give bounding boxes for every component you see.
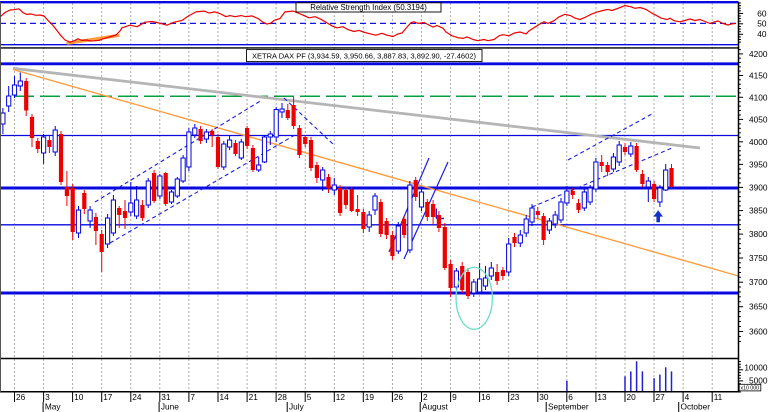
svg-text:23: 23 xyxy=(510,392,520,402)
svg-text:May: May xyxy=(45,402,62,412)
svg-text:40: 40 xyxy=(757,29,767,39)
svg-text:3750: 3750 xyxy=(749,253,768,263)
svg-text:14: 14 xyxy=(220,392,230,402)
svg-text:11: 11 xyxy=(714,392,723,402)
svg-text:4150: 4150 xyxy=(749,71,768,81)
svg-text:3850: 3850 xyxy=(749,206,768,216)
svg-text:August: August xyxy=(422,402,449,412)
svg-text:4100: 4100 xyxy=(749,92,768,102)
svg-text:13: 13 xyxy=(597,392,607,402)
svg-text:June: June xyxy=(161,402,179,412)
svg-text:4000: 4000 xyxy=(749,137,768,147)
svg-text:24: 24 xyxy=(132,392,142,402)
svg-text:10000: 10000 xyxy=(744,363,767,373)
svg-text:3900: 3900 xyxy=(749,182,768,192)
svg-text:x10 000: x10 000 xyxy=(741,386,760,392)
svg-text:Relative Strength Index (50.31: Relative Strength Index (50.3194) xyxy=(310,3,427,12)
svg-text:4200: 4200 xyxy=(749,49,768,59)
svg-text:17: 17 xyxy=(103,392,113,402)
svg-text:3950: 3950 xyxy=(749,159,768,169)
svg-text:3700: 3700 xyxy=(749,277,768,287)
svg-text:July: July xyxy=(289,402,305,412)
svg-text:5: 5 xyxy=(307,392,312,402)
svg-text:6: 6 xyxy=(568,392,573,402)
svg-text:19: 19 xyxy=(365,392,375,402)
svg-text:October: October xyxy=(681,402,711,412)
svg-text:4: 4 xyxy=(685,392,690,402)
svg-text:3800: 3800 xyxy=(749,229,768,239)
svg-text:12: 12 xyxy=(336,392,346,402)
svg-text:20: 20 xyxy=(627,392,637,402)
svg-text:50: 50 xyxy=(757,18,767,28)
svg-text:4050: 4050 xyxy=(749,114,768,124)
svg-text:31: 31 xyxy=(161,392,171,402)
svg-text:21: 21 xyxy=(249,392,259,402)
svg-text:27: 27 xyxy=(656,392,666,402)
svg-text:September: September xyxy=(548,402,589,412)
svg-text:30: 30 xyxy=(539,392,549,402)
svg-text:XETRA DAX PF (3,934.59, 3,950.: XETRA DAX PF (3,934.59, 3,950.66, 3,887.… xyxy=(252,52,476,61)
svg-text:5000: 5000 xyxy=(749,375,768,385)
svg-text:28: 28 xyxy=(278,392,288,402)
svg-text:9: 9 xyxy=(452,392,457,402)
svg-text:3600: 3600 xyxy=(749,327,768,337)
svg-text:3: 3 xyxy=(45,392,50,402)
svg-text:3650: 3650 xyxy=(749,302,768,312)
svg-text:2: 2 xyxy=(423,392,428,402)
svg-text:10: 10 xyxy=(74,392,84,402)
svg-text:26: 26 xyxy=(394,392,404,402)
svg-text:26: 26 xyxy=(16,392,26,402)
svg-text:16: 16 xyxy=(481,392,491,402)
svg-text:7: 7 xyxy=(190,392,195,402)
svg-text:60: 60 xyxy=(757,8,767,18)
